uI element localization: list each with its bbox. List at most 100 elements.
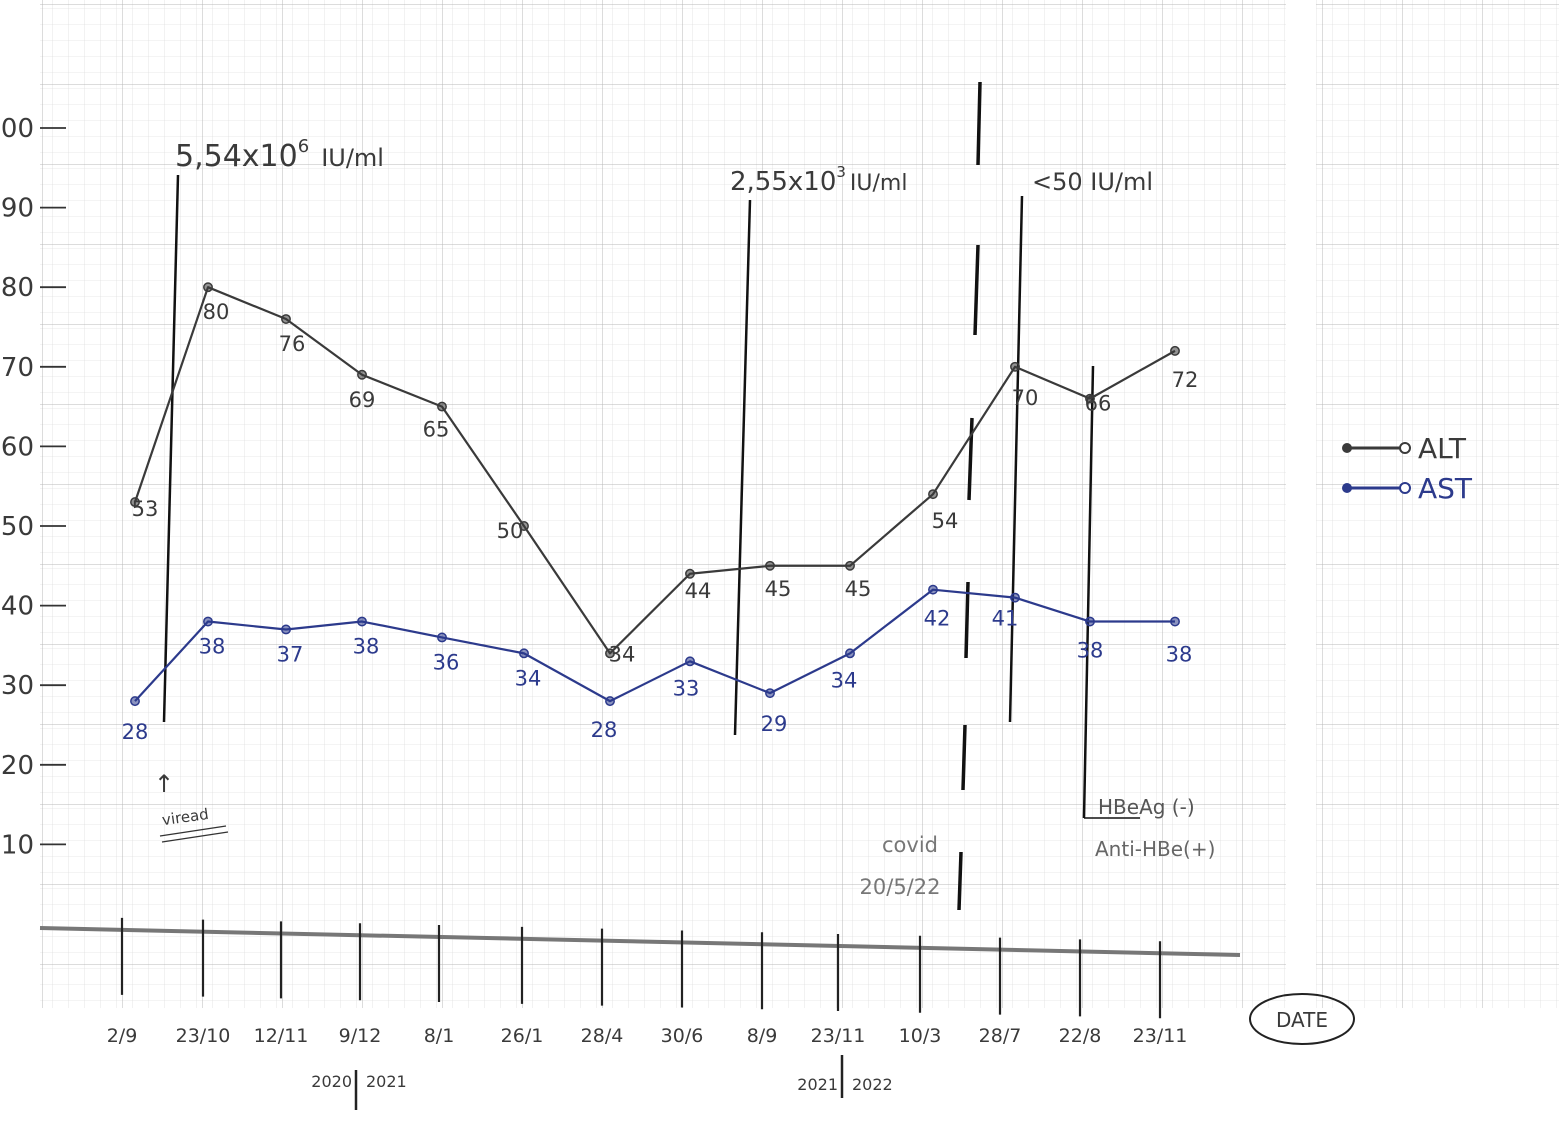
alt-data-label: 53 <box>132 497 159 521</box>
anti-hbe-label: Anti-HBe(+) <box>1095 837 1215 861</box>
ast-data-point <box>1010 592 1020 603</box>
annotations: 5,54x106 IU/ml 2,55x103 IU/ml <50 IU/ml ↑ … <box>154 136 1215 899</box>
covid-dash-3 <box>967 417 974 501</box>
alt-data-label: 72 <box>1172 368 1199 392</box>
viread-underline-1 <box>159 825 227 837</box>
legend: ALT AST <box>1342 432 1473 505</box>
y-tick-label: 40 <box>1 592 34 622</box>
y-axis: 100 90 80 70 60 50 40 30 20 10 <box>0 114 66 860</box>
date-axis-title: DATE <box>1249 993 1355 1045</box>
x-tick-label: 30/6 <box>661 1025 704 1047</box>
alt-data-label: 66 <box>1085 392 1112 416</box>
alt-data-point <box>357 369 367 380</box>
ast-data-label: 36 <box>433 650 460 674</box>
year-label-2020: 2020 <box>311 1072 352 1091</box>
x-tick-label: 2/9 <box>107 1025 138 1047</box>
year-label-2021: 2021 <box>366 1072 407 1091</box>
x-tick-label: 8/9 <box>747 1025 778 1047</box>
alt-series-line <box>133 286 1176 655</box>
viral-load-2-line <box>733 199 752 736</box>
x-tick-label: 8/1 <box>424 1025 455 1047</box>
ast-data-label: 42 <box>924 607 951 631</box>
alt-data-label: 76 <box>279 332 306 356</box>
alt-data-point <box>1010 361 1020 372</box>
viread-start-line <box>162 174 180 723</box>
alt-legend-dot <box>1399 442 1411 454</box>
ast-data-point <box>765 688 775 699</box>
svg-text:DATE: DATE <box>1276 1008 1328 1032</box>
ast-data-label: 28 <box>122 720 149 744</box>
alt-legend-dot <box>1342 443 1352 453</box>
year-label-2021b: 2021 <box>797 1075 838 1094</box>
alt-data-point <box>928 489 938 500</box>
ast-data-label: 34 <box>831 668 858 692</box>
ast-data-point <box>281 624 291 635</box>
alt-data-label: 44 <box>685 579 712 603</box>
alt-data-label: 65 <box>423 418 450 442</box>
alt-data-point <box>605 648 615 659</box>
x-tick-label: 28/7 <box>979 1025 1022 1047</box>
ast-data-point <box>928 584 938 595</box>
ast-data-label: 33 <box>673 676 700 700</box>
covid-date-label: 20/5/22 <box>860 875 941 899</box>
ast-data-label: 38 <box>1077 639 1104 663</box>
x-tick-label: 23/10 <box>176 1025 231 1047</box>
y-tick-label: 100 <box>0 114 34 144</box>
ast-data-label: 29 <box>761 712 788 736</box>
alt-data-label: 45 <box>845 577 872 601</box>
x-axis: 2/9 23/10 12/11 9/12 8/1 26/1 28/4 30/6 8/9 23/11… <box>107 917 1188 1047</box>
y-tick-label: 20 <box>1 751 34 781</box>
ast-data-label: 38 <box>1166 643 1193 667</box>
alt-data-point <box>765 560 775 571</box>
ast-data-point <box>1170 616 1180 627</box>
y-tick-label: 60 <box>1 432 34 462</box>
x-tick-label: 23/11 <box>1133 1025 1188 1047</box>
x-tick-label: 26/1 <box>501 1025 544 1047</box>
covid-dash-2 <box>973 244 980 336</box>
x-tick-label: 12/11 <box>254 1025 309 1047</box>
alt-legend-label: ALT <box>1418 432 1467 465</box>
x-tick-label: 10/3 <box>899 1025 942 1047</box>
x-tick-label: 28/4 <box>581 1025 624 1047</box>
year-marker-2: 2021 2022 <box>797 1055 893 1098</box>
alt-data-label: 45 <box>765 577 792 601</box>
ast-data-point <box>605 696 615 707</box>
y-tick-label: 70 <box>1 353 34 383</box>
viread-arrow: ↑ <box>154 770 174 798</box>
ast-data-label: 37 <box>277 642 304 666</box>
x-tick-label: 22/8 <box>1059 1025 1102 1047</box>
viral-load-3-line <box>1008 195 1024 723</box>
event-markers <box>162 81 1140 911</box>
x-tick-label: 9/12 <box>339 1025 382 1047</box>
x-tick-label: 23/11 <box>811 1025 866 1047</box>
covid-dash-6 <box>957 851 963 911</box>
alt-data-label: 80 <box>203 300 230 324</box>
y-tick-label: 80 <box>1 273 34 303</box>
covid-label: covid <box>882 833 938 857</box>
alt-data-label: 50 <box>497 519 524 543</box>
covid-dash-1 <box>976 81 982 166</box>
year-label-2022: 2022 <box>852 1075 893 1094</box>
ast-legend-label: AST <box>1418 472 1473 505</box>
covid-dash-5 <box>961 724 967 791</box>
ast-data-label: 38 <box>353 635 380 659</box>
alt-data-point <box>1170 345 1180 356</box>
hbeag-line <box>1082 365 1095 819</box>
alt-data-point <box>437 401 447 412</box>
alt-data-label: 34 <box>609 642 636 666</box>
y-tick-label: 90 <box>1 194 34 224</box>
ast-legend-dot <box>1399 482 1411 494</box>
viral-load-1-text: 5,54x106 IU/ml <box>175 136 384 174</box>
ast-data-point <box>519 648 529 659</box>
paper-right-gap <box>1286 0 1316 1122</box>
ast-data-label: 28 <box>591 718 618 742</box>
alt-data-label: 54 <box>932 509 959 533</box>
viral-load-3-text: <50 IU/ml <box>1032 168 1153 196</box>
viread-underline-2 <box>161 831 229 843</box>
alt-data-point <box>203 282 213 293</box>
ast-data-point <box>437 632 447 643</box>
series-layer: 53 80 76 69 65 50 34 44 45 45 54 70 66 72 28 38 37 38 36 34… <box>122 282 1199 744</box>
alt-data-point <box>130 497 140 508</box>
alt-data-label: 69 <box>349 388 376 412</box>
ast-data-point <box>1085 616 1095 627</box>
